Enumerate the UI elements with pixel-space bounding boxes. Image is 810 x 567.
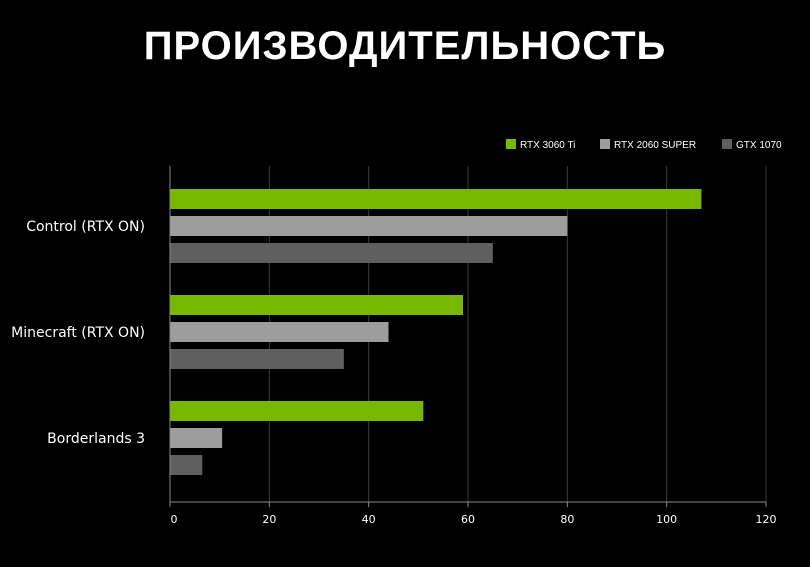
legend-swatch	[722, 139, 732, 149]
legend: RTX 3060 Ti RTX 2060 SUPER GTX 1070	[506, 139, 782, 151]
legend-label: GTX 1070	[736, 140, 782, 151]
category-label: Borderlands 3	[47, 431, 145, 447]
axis-group: 0 20 40 60 80 100 120 Control (RTX ON) Minecraft…	[11, 166, 777, 526]
bar-gtx-1070	[170, 349, 344, 369]
legend-label: RTX 3060 Ti	[520, 140, 575, 151]
bar-rtx-2060-super	[170, 216, 568, 236]
bar-rtx-3060-ti	[170, 189, 702, 209]
page-title: ПРОИЗВОДИТЕЛЬНОСТЬ	[143, 24, 667, 68]
bar-gtx-1070	[170, 243, 493, 263]
bar-rtx-2060-super	[170, 322, 389, 342]
x-tick-label: 100	[656, 513, 677, 526]
legend-label: RTX 2060 SUPER	[614, 140, 696, 151]
x-tick-label: 80	[560, 513, 574, 526]
category-label: Control (RTX ON)	[26, 219, 145, 235]
x-tick-label: 120	[756, 513, 777, 526]
x-tick-label: 60	[461, 513, 475, 526]
x-tick-label: 0	[171, 513, 178, 526]
bar-rtx-3060-ti	[170, 295, 464, 315]
x-tick-label: 40	[362, 513, 376, 526]
legend-swatch	[506, 139, 516, 149]
bar-gtx-1070	[170, 455, 203, 475]
bar-rtx-3060-ti	[170, 401, 424, 421]
x-tick-label: 20	[262, 513, 276, 526]
category-label: Minecraft (RTX ON)	[11, 325, 145, 341]
bars-group	[170, 189, 702, 475]
legend-swatch	[600, 139, 610, 149]
bar-rtx-2060-super	[170, 428, 223, 448]
